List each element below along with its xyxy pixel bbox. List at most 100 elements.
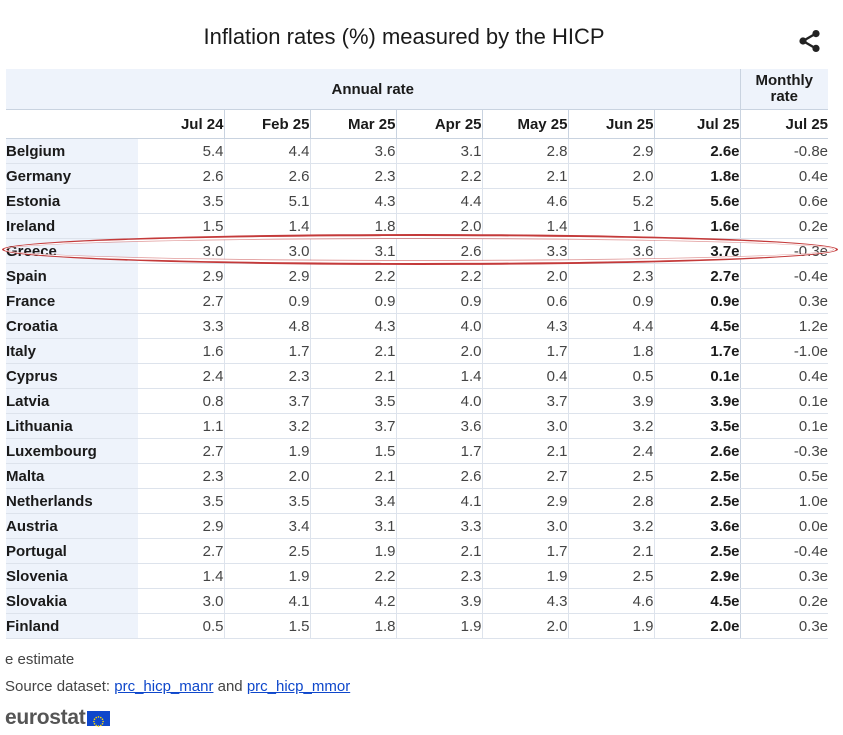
flag-star [100,716,103,718]
flag-star [93,720,96,722]
value-cell: 2.0 [567,163,654,189]
value-cell: -0.4e [739,538,829,564]
value-cell: 4.4 [395,188,482,214]
value-cell: 2.1 [567,538,654,564]
share-icon[interactable] [798,29,822,53]
value-cell: 1.9 [395,613,482,639]
value-cell: 2.6 [395,238,482,264]
source-line: Source dataset: prc_hicp_manr and prc_hi… [5,678,350,695]
column-header: Jul 24 [138,109,224,139]
country-cell: Spain [6,263,139,289]
country-cell: Croatia [6,313,139,339]
value-cell: 2.2 [309,263,396,289]
column-header: Jun 25 [567,109,654,139]
value-cell: 3.7 [223,388,310,414]
inflation-table: Annual rate Monthly rate Jul 24 Feb 25 M… [6,69,829,639]
value-cell: 0.5e [739,463,829,489]
table-row: Slovenia 1.4 1.9 2.2 2.3 1.9 2.5 2.9e 0.3e [6,563,829,589]
country-cell: Germany [6,163,139,189]
value-cell: 0.6 [481,288,568,314]
value-cell: 2.8 [481,138,568,164]
value-cell: 5.4 [137,138,224,164]
value-cell: 1.8 [309,213,396,239]
value-cell: 2.2 [395,263,482,289]
column-header-country [6,109,138,139]
value-cell: 5.2 [567,188,654,214]
value-cell: 2.3 [137,463,224,489]
value-cell: 2.5e [653,463,741,489]
value-cell: 2.2 [309,563,396,589]
value-cell: 2.7e [653,263,741,289]
value-cell: 0.9 [567,288,654,314]
flag-star [94,717,96,720]
value-cell: 4.2 [309,588,396,614]
value-cell: 4.6 [567,588,654,614]
value-cell: 2.9 [481,488,568,514]
table-row: Spain 2.9 2.9 2.2 2.2 2.0 2.3 2.7e -0.4e [6,263,829,289]
value-cell: 1.5 [137,213,224,239]
table-row: Malta 2.3 2.0 2.1 2.6 2.7 2.5 2.5e 0.5e [6,463,829,489]
value-cell: 2.6 [137,163,224,189]
value-cell: 1.0e [739,488,829,514]
value-cell: 3.0 [481,413,568,439]
country-cell: Latvia [6,388,139,414]
source-link-mmor[interactable]: prc_hicp_mmor [246,678,351,695]
table-body: Belgium 5.4 4.4 3.6 3.1 2.8 2.9 2.6e -0.8e German… [6,138,829,639]
column-header: Jul 25 [653,109,741,139]
value-cell: 1.7 [481,538,568,564]
value-cell: 2.7 [481,463,568,489]
value-cell: 2.5 [567,563,654,589]
table-row: Estonia 3.5 5.1 4.3 4.4 4.6 5.2 5.6e 0.6e [6,188,829,214]
table-row: Latvia 0.8 3.7 3.5 4.0 3.7 3.9 3.9e 0.1e [6,388,829,414]
value-cell: -0.4e [739,263,829,289]
value-cell: 2.7 [137,438,224,464]
column-header: May 25 [481,109,568,139]
country-cell: Belgium [6,138,139,164]
value-cell: 0.9 [223,288,310,314]
table-row: Ireland 1.5 1.4 1.8 2.0 1.4 1.6 1.6e 0.2e [6,213,829,239]
value-cell: 2.0 [395,338,482,364]
flag-star [98,715,100,718]
flag-star [95,716,98,718]
country-cell: Netherlands [6,488,139,514]
table-row: Croatia 3.3 4.8 4.3 4.0 4.3 4.4 4.5e 1.2e [6,313,829,339]
value-cell: -0.3e [739,438,829,464]
value-cell: 2.3 [223,363,310,389]
table-row: Portugal 2.7 2.5 1.9 2.1 1.7 2.1 2.5e -0.4e [6,538,829,564]
value-cell: 3.7e [653,238,741,264]
column-header: Jul 25 [739,109,829,139]
group-header-annual: Annual rate [6,69,741,110]
table-row: Cyprus 2.4 2.3 2.1 1.4 0.4 0.5 0.1e 0.4e [6,363,829,389]
eu-flag-icon [87,710,111,727]
country-cell: Greece [6,238,139,264]
value-cell: 2.9e [653,563,741,589]
value-cell: 2.0e [653,613,741,639]
table-row: France 2.7 0.9 0.9 0.9 0.6 0.9 0.9e 0.3e [6,288,829,314]
value-cell: 1.7 [395,438,482,464]
source-link-manr[interactable]: prc_hicp_manr [114,678,214,695]
value-cell: -0.3e [739,238,829,264]
eurostat-logo-text: eurostat [5,706,86,729]
value-cell: 3.6 [567,238,654,264]
value-cell: 3.2 [223,413,310,439]
value-cell: 0.6e [739,188,829,214]
value-cell: 2.8 [567,488,654,514]
value-cell: 2.7 [137,288,224,314]
country-cell: Cyprus [6,363,139,389]
value-cell: 0.4 [481,363,568,389]
value-cell: 0.1e [653,363,741,389]
value-cell: 2.3 [309,163,396,189]
country-cell: Lithuania [6,413,139,439]
value-cell: 0.9 [395,288,482,314]
value-cell: 2.9 [137,263,224,289]
value-cell: 1.8 [567,338,654,364]
value-cell: 1.7e [653,338,741,364]
country-cell: Slovakia [6,588,139,614]
value-cell: 1.1 [137,413,224,439]
value-cell: -0.8e [739,138,829,164]
value-cell: 1.9 [309,538,396,564]
value-cell: 3.9 [567,388,654,414]
value-cell: 5.1 [223,188,310,214]
value-cell: 3.2 [567,413,654,439]
value-cell: 2.4 [137,363,224,389]
